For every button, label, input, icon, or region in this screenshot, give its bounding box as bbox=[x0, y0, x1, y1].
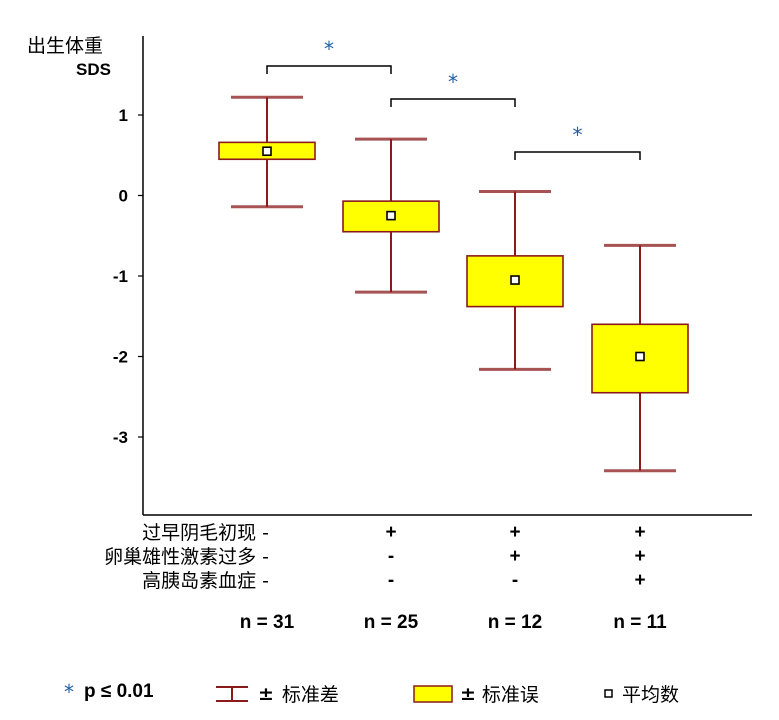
mean-marker bbox=[510, 275, 520, 285]
axes: 1 0 -1 -2 -3 bbox=[113, 36, 752, 516]
condition-row-label: 卵巢雄性激素过多 - bbox=[104, 546, 269, 568]
condition-sign: + bbox=[385, 522, 397, 543]
significance-star: * bbox=[324, 37, 334, 61]
sample-size-label: n = 11 bbox=[613, 612, 667, 633]
condition-row-label: 高胰岛素血症 - bbox=[142, 570, 269, 592]
y-tick-label: 1 bbox=[119, 106, 128, 125]
box-groups bbox=[218, 95, 689, 473]
y-axis-label: 出生体重 bbox=[27, 35, 104, 57]
significance-bracket bbox=[514, 151, 641, 160]
sd-whisker-icon bbox=[216, 685, 248, 702]
condition-sign: - bbox=[387, 570, 395, 591]
mean-marker bbox=[635, 351, 645, 362]
condition-sign: + bbox=[509, 546, 521, 567]
legend-sd-label: 标准差 bbox=[281, 684, 339, 706]
sample-size-label: n = 12 bbox=[487, 612, 543, 633]
star-icon: * bbox=[64, 680, 74, 704]
legend-mean: 平均数 bbox=[602, 680, 679, 707]
box-group bbox=[342, 137, 440, 294]
legend: * p ≤ 0.01 ± 标准差 ± 标准误 平均数 bbox=[0, 680, 779, 710]
box-group bbox=[218, 95, 316, 209]
y-tick-label: -2 bbox=[113, 348, 128, 367]
condition-row-label: 过早阴毛初现 - bbox=[142, 522, 269, 544]
mean-marker bbox=[262, 146, 272, 157]
condition-sign: - bbox=[387, 546, 395, 567]
y-tick-label: 0 bbox=[119, 187, 128, 206]
se-box-icon bbox=[413, 684, 453, 703]
mean-marker-icon bbox=[604, 688, 613, 698]
condition-sign: - bbox=[511, 570, 519, 591]
sample-size-label: n = 25 bbox=[363, 612, 419, 633]
significance-star: * bbox=[573, 123, 583, 147]
y-tick-label: -1 bbox=[113, 267, 128, 286]
condition-sign: + bbox=[634, 570, 646, 591]
legend-sd: ± 标准差 bbox=[212, 680, 339, 707]
box-group bbox=[466, 189, 564, 371]
box-group bbox=[591, 243, 689, 473]
significance-bracket bbox=[266, 65, 392, 74]
condition-sign: + bbox=[509, 522, 521, 543]
sd-plusminus: ± bbox=[258, 682, 274, 705]
condition-sign: + bbox=[634, 522, 646, 543]
legend-p-label: p ≤ 0.01 bbox=[84, 681, 154, 702]
legend-significance: * p ≤ 0.01 bbox=[64, 680, 154, 704]
legend-se: ± 标准误 bbox=[412, 680, 539, 707]
legend-se-label: 标准误 bbox=[481, 684, 539, 706]
y-axis-unit: SDS bbox=[76, 60, 111, 79]
se-plusminus: ± bbox=[460, 682, 476, 705]
y-tick-label: -3 bbox=[113, 428, 128, 447]
significance-brackets: * * * bbox=[266, 37, 641, 160]
mean-marker bbox=[386, 210, 396, 221]
significance-bracket bbox=[390, 98, 516, 107]
condition-sign: + bbox=[634, 546, 646, 567]
significance-star: * bbox=[448, 70, 458, 94]
sample-size-label: n = 31 bbox=[239, 612, 295, 633]
legend-mean-label: 平均数 bbox=[622, 684, 680, 706]
